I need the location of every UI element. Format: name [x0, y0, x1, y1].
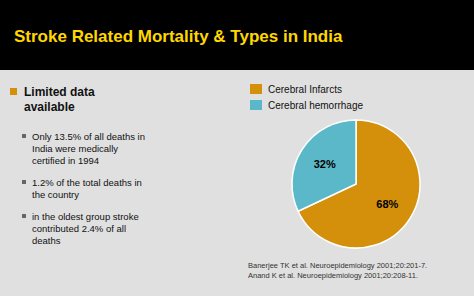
sub-bullet [22, 214, 26, 218]
text-line: Anand K et al. Neuroepidemiology 2001;20… [248, 271, 418, 280]
legend-label: Cerebral Infarcts [268, 84, 342, 95]
legend-swatch [250, 84, 262, 94]
legend-swatch [250, 100, 262, 110]
pie [292, 120, 420, 248]
text-line: available [24, 100, 75, 114]
text-line: 1.2% of the total deaths in [32, 177, 142, 188]
annotation: in the oldest group strokecontributed 2.… [32, 211, 139, 246]
legend: Cerebral Infarcts Cerebral hemorrhage [250, 84, 363, 111]
legend-label: Cerebral hemorrhage [268, 100, 363, 111]
pie-slice [292, 120, 356, 211]
header [0, 0, 474, 70]
text-line: Limited data [24, 85, 95, 99]
source: Banerjee TK et al. Neuroepidemiology 200… [248, 261, 427, 280]
annotation: Only 13.5% of all deaths inIndia were me… [32, 131, 145, 166]
title: Stroke Related Mortality & Types in Indi… [14, 27, 343, 46]
background [0, 0, 474, 296]
text-line: in the oldest group stroke [32, 211, 139, 222]
text-line: the country [32, 189, 79, 200]
text-line: certified in 1994 [32, 155, 99, 166]
chart: Stroke Related Mortality & Types in Indi… [0, 0, 474, 296]
annotation: 1.2% of the total deaths inthe country [32, 177, 142, 200]
sub-bullet [22, 134, 26, 138]
bullet [10, 88, 17, 95]
text-line: Banerjee TK et al. Neuroepidemiology 200… [248, 261, 427, 270]
text-line: deaths [32, 235, 61, 246]
text-line: India were medically [32, 143, 118, 154]
annotation: Limited dataavailable [24, 85, 95, 114]
data-label: 32% [314, 158, 336, 170]
sub-bullet [22, 180, 26, 184]
data-label: 68% [376, 198, 398, 210]
text-line: Only 13.5% of all deaths in [32, 131, 145, 142]
text-line: contributed 2.4% of all [32, 223, 126, 234]
